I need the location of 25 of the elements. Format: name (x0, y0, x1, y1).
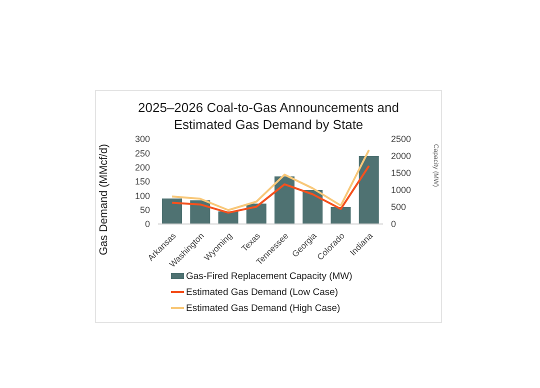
legend-label: Estimated Gas Demand (Low Case) (186, 286, 338, 298)
y-tick-label: 200 (134, 162, 150, 173)
y-tick-label: 100 (134, 190, 150, 201)
y2-tick-label: 0 (391, 219, 396, 230)
y-axis-title: Gas Demand (MMcf/d) (98, 144, 110, 256)
y2-tick-label: 2000 (391, 151, 412, 162)
bar (162, 198, 182, 224)
y2-tick-label: 2500 (391, 134, 412, 144)
y-tick-label: 300 (134, 134, 150, 144)
y2-tick-label: 1000 (391, 185, 412, 196)
y-tick-label: 250 (134, 148, 150, 158)
y-tick-label: 50 (140, 205, 150, 216)
y2-tick-label: 1500 (391, 168, 412, 178)
bar (358, 156, 379, 224)
y2-tick-label: 500 (391, 202, 406, 212)
bar (302, 190, 323, 224)
line-series (171, 164, 370, 214)
legend-label: Estimated Gas Demand (High Case) (186, 302, 340, 314)
legend-label: Gas-Fired Replacement Capacity (MW) (186, 270, 352, 282)
line-series (171, 149, 370, 212)
y-tick-label: 150 (134, 176, 150, 187)
chart-title: 2025–2026 Coal-to-Gas Announcements and Estimated Gas Demand by State (137, 99, 400, 133)
bar (274, 176, 294, 224)
y-tick-label: 0 (144, 219, 150, 230)
bar (330, 207, 351, 224)
